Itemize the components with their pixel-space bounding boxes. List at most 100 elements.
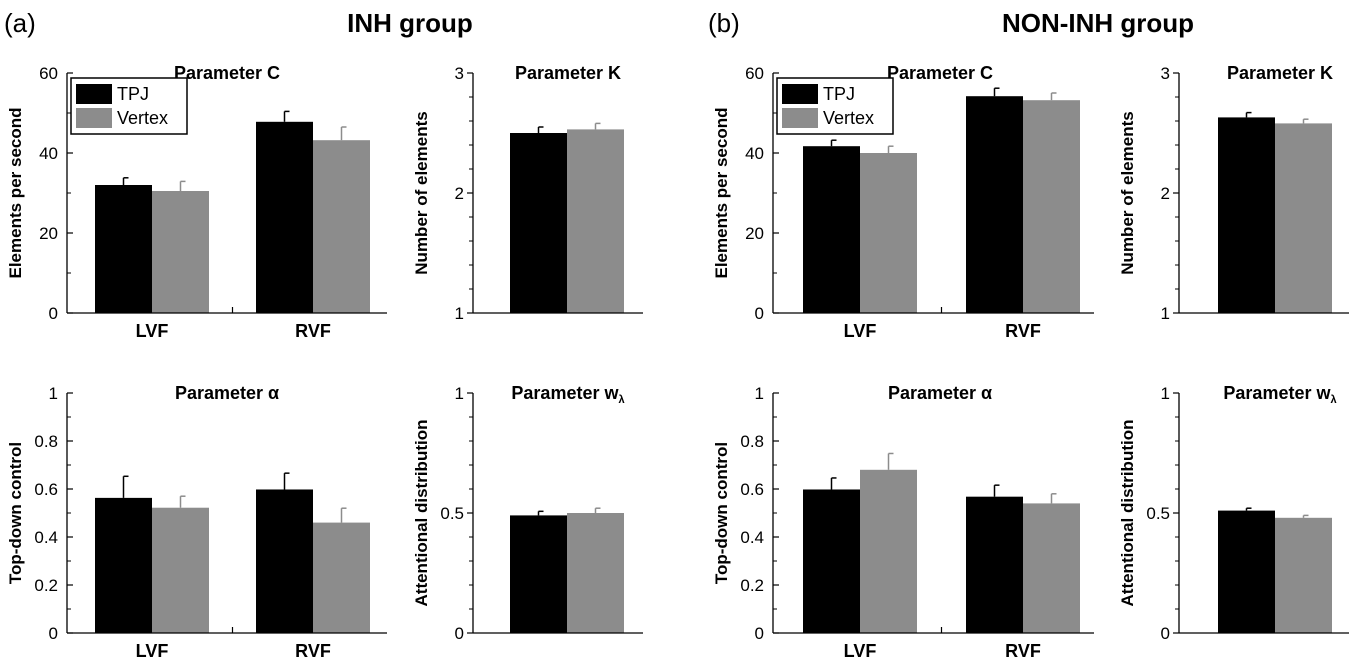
bar-tpj-all — [510, 133, 567, 313]
bar-vertex-rvf — [313, 523, 370, 633]
chart-b-alpha: 0 0.2 0.4 0.6 0.8 1 LVF RVF Parameter α Top-down … — [712, 383, 1094, 661]
bar-tpj-rvf — [966, 497, 1023, 633]
bar-vertex-all — [567, 513, 624, 633]
category-label-rvf: RVF — [295, 641, 331, 661]
panel-a-label: (a) — [4, 8, 36, 38]
y-axis-label: Top-down control — [712, 442, 731, 584]
y-tick-label: 0.5 — [440, 504, 464, 523]
bar-vertex-rvf — [1023, 503, 1080, 633]
plot-title: Parameter α — [888, 383, 992, 403]
legend-swatch-vertex — [76, 108, 112, 128]
y-tick-label: 1 — [49, 384, 58, 403]
bar-vertex-rvf — [313, 140, 370, 313]
category-label-lvf: LVF — [844, 641, 877, 661]
y-tick-label: 1 — [455, 384, 464, 403]
y-tick-label: 20 — [745, 224, 764, 243]
y-tick-label: 0.2 — [740, 576, 764, 595]
y-tick-label: 0 — [455, 624, 464, 643]
bar-tpj-rvf — [256, 489, 313, 633]
plot-title-subscript: λ — [1330, 394, 1336, 406]
legend-swatch-tpj — [782, 84, 818, 104]
y-tick-label: 0 — [755, 304, 764, 323]
y-tick-label: 40 — [39, 144, 58, 163]
chart-a-w: 0 0.5 1 Parameter wλ Attentional distributio… — [412, 383, 643, 643]
plot-title: Parameter K — [515, 63, 621, 83]
chart-a-K: 1 2 3 Parameter K Number of elements — [412, 63, 643, 323]
y-tick-label: 40 — [745, 144, 764, 163]
plot-title: Parameter wλ — [511, 383, 624, 406]
y-tick-label: 2 — [1161, 184, 1170, 203]
category-label-rvf: RVF — [1005, 641, 1041, 661]
y-axis-label: Elements per second — [6, 107, 25, 278]
y-axis-label: Elements per second — [712, 107, 731, 278]
chart-b-w: 0 0.5 1 Parameter wλ Attentional distributio… — [1118, 383, 1349, 643]
y-tick-label: 20 — [39, 224, 58, 243]
bar-tpj-rvf — [966, 96, 1023, 313]
y-axis-label: Number of elements — [412, 111, 431, 274]
y-tick-label: 0.6 — [34, 480, 58, 499]
bar-tpj-all — [1218, 117, 1275, 313]
plot-title: Parameter wλ — [1223, 383, 1336, 406]
y-tick-label: 0.4 — [740, 528, 764, 547]
y-axis-label: Attentional distribution — [1118, 420, 1137, 607]
category-label-rvf: RVF — [295, 321, 331, 341]
bar-tpj-lvf — [95, 185, 152, 313]
bar-tpj-lvf — [95, 498, 152, 633]
y-tick-label: 1 — [1161, 384, 1170, 403]
y-axis-label: Attentional distribution — [412, 420, 431, 607]
y-tick-label: 1 — [755, 384, 764, 403]
group-b-title: NON-INH group — [1002, 8, 1194, 38]
y-tick-label: 3 — [455, 64, 464, 83]
legend-label-vertex: Vertex — [823, 108, 874, 128]
plot-title: Parameter K — [1227, 63, 1333, 83]
bar-tpj-lvf — [803, 146, 860, 313]
bar-vertex-all — [567, 129, 624, 313]
y-tick-label: 0.8 — [740, 432, 764, 451]
y-tick-label: 60 — [39, 64, 58, 83]
bar-tpj-all — [510, 515, 567, 633]
y-axis-label: Number of elements — [1118, 111, 1137, 274]
bar-vertex-lvf — [152, 191, 209, 313]
plot-title: Parameter α — [175, 383, 279, 403]
bar-vertex-lvf — [152, 508, 209, 633]
plot-title: Parameter C — [174, 63, 280, 83]
y-tick-label: 0 — [755, 624, 764, 643]
bar-vertex-lvf — [860, 153, 917, 313]
legend-label-tpj: TPJ — [823, 84, 855, 104]
panel-b-label: (b) — [708, 8, 740, 38]
legend: TPJ Vertex — [777, 78, 893, 134]
y-tick-label: 1 — [1161, 304, 1170, 323]
y-tick-label: 2 — [455, 184, 464, 203]
category-label-lvf: LVF — [844, 321, 877, 341]
y-tick-label: 0.5 — [1146, 504, 1170, 523]
bar-tpj-rvf — [256, 122, 313, 313]
chart-a-C: 0 20 40 60 LVF RVF Parameter C Elements per sec… — [6, 63, 387, 341]
y-tick-label: 3 — [1161, 64, 1170, 83]
legend: TPJ Vertex — [71, 78, 187, 134]
plot-title: Parameter C — [887, 63, 993, 83]
legend-swatch-tpj — [76, 84, 112, 104]
y-tick-label: 60 — [745, 64, 764, 83]
y-tick-label: 0 — [49, 304, 58, 323]
y-tick-label: 0.8 — [34, 432, 58, 451]
chart-a-alpha: 0 0.2 0.4 0.6 0.8 1 LVF RVF Parameter α Top-down … — [6, 383, 387, 661]
category-label-lvf: LVF — [136, 641, 169, 661]
chart-b-K: 1 2 3 Parameter K Number of elements — [1118, 63, 1349, 323]
y-tick-label: 0.2 — [34, 576, 58, 595]
bar-tpj-lvf — [803, 489, 860, 633]
legend-label-tpj: TPJ — [117, 84, 149, 104]
y-axis-label: Top-down control — [6, 442, 25, 584]
bar-tpj-all — [1218, 511, 1275, 633]
bar-vertex-all — [1275, 123, 1332, 313]
bar-vertex-rvf — [1023, 100, 1080, 313]
legend-label-vertex: Vertex — [117, 108, 168, 128]
legend-swatch-vertex — [782, 108, 818, 128]
group-a-title: INH group — [347, 8, 473, 38]
y-tick-label: 0 — [49, 624, 58, 643]
chart-b-C: 0 20 40 60 LVF RVF Parameter C Elements per sec… — [712, 63, 1094, 341]
y-tick-label: 1 — [455, 304, 464, 323]
y-tick-label: 0 — [1161, 624, 1170, 643]
category-label-lvf: LVF — [136, 321, 169, 341]
